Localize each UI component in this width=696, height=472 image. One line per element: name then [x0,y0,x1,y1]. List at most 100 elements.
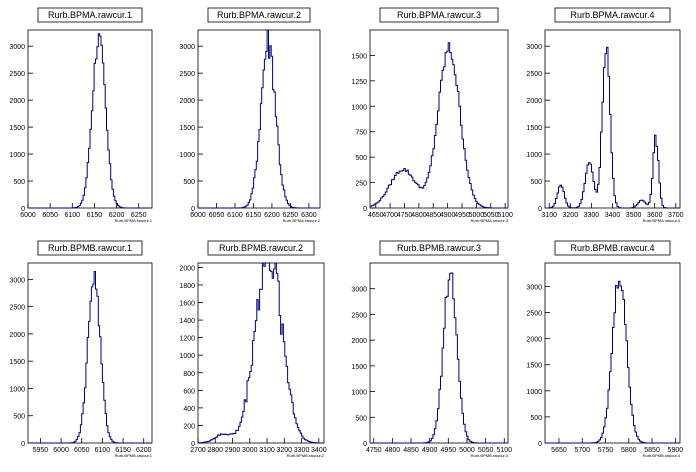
x-tick-label: 5750 [598,447,614,454]
y-tick-label: 1000 [9,386,25,393]
x-tick-label: 6150 [115,447,131,454]
x-axis-title: Rurb.BPMA.rawcur.2 [283,218,321,223]
histogram-panel: Rurb.BPMB.rawcur.3 0 500 1000 1500 2000 2500 30… [351,240,512,458]
y-tick-label: 500 [355,155,367,162]
x-tick-label: 4700 [382,212,398,219]
histogram-line [28,33,152,209]
x-tick-label: 5100 [497,212,513,219]
y-tick-label: 1000 [351,104,367,111]
x-tick-label: 4750 [397,212,413,219]
panel-title: Rurb.BPMB.rawcur.4 [570,243,654,253]
histogram-line [370,272,508,444]
plot-frame [27,262,153,444]
histogram-panel: Rurb.BPMB.rawcur.2 0 200 400 600 800 1000 1200 1… [179,240,327,458]
x-tick-label: 2700 [190,447,206,454]
plot-frame [197,29,321,209]
x-tick-label: 5000 [469,212,485,219]
x-tick-label: 3400 [605,212,621,219]
x-axis-title: Rurb.BPMA.rawcur.3 [471,218,509,223]
y-tick-label: 0 [21,441,25,448]
x-tick-label: 6050 [209,212,225,219]
x-tick-label: 5850 [644,447,660,454]
x-tick-label: 6200 [109,212,125,219]
y-tick-label: 3000 [9,277,25,284]
y-tick-label: 2500 [526,311,542,318]
histogram-line [198,29,320,209]
y-tick-label: 3000 [526,284,542,291]
x-tick-label: 6000 [190,212,206,219]
x-tick-label: 6150 [246,212,262,219]
x-tick-label: 4950 [454,212,470,219]
x-tick-label: 6000 [53,447,69,454]
x-tick-label: 4900 [422,447,438,454]
y-tick-label: 0 [538,206,542,213]
panel-title-box [379,7,499,23]
y-tick-label: 1500 [526,125,542,132]
x-tick-label: 3500 [626,212,642,219]
y-tick-label: 1500 [9,125,25,132]
y-tick-label: 1000 [526,389,542,396]
panel-title: Rurb.BPMA.rawcur.4 [570,10,654,20]
x-axis-title: Rurb.BPMB.rawcur.3 [471,453,509,458]
y-tick-label: 2000 [9,332,25,339]
x-tick-label: 6200 [136,447,152,454]
y-tick-label: 3000 [526,44,542,51]
x-tick-label: 3400 [311,447,327,454]
y-tick-label: 0 [538,441,542,448]
y-tick-label: 0 [191,206,195,213]
x-axis-title: Rurb.BPMA.rawcur.4 [643,218,681,223]
y-tick-label: 0 [191,441,195,448]
histogram-panel: Rurb.BPMA.rawcur.4 0 500 1000 1500 2000 2500 30… [526,7,684,223]
x-tick-label: 6100 [64,212,80,219]
y-tick-label: 2500 [351,312,367,319]
x-tick-label: 4900 [440,212,456,219]
x-tick-label: 3100 [259,447,275,454]
y-tick-label: 1000 [351,390,367,397]
y-tick-label: 3000 [351,287,367,294]
histogram-panel: Rurb.BPMA.rawcur.1 0 500 1000 1500 2000 2500 30… [9,7,153,223]
x-tick-label: 4750 [366,447,382,454]
x-tick-label: 3100 [541,212,557,219]
y-tick-label: 0 [363,441,367,448]
x-axis-title: Rurb.BPMB.rawcur.1 [115,453,153,458]
histogram-line [545,280,680,444]
x-tick-label: 6100 [95,447,111,454]
y-tick-label: 0 [363,206,367,213]
x-tick-label: 2800 [207,447,223,454]
panel-title-box [37,240,143,256]
panel-title: Rurb.BPMB.rawcur.3 [397,243,481,253]
y-tick-label: 2000 [526,337,542,344]
y-tick-label: 1500 [351,53,367,60]
histogram-panel: Rurb.BPMA.rawcur.2 0 500 1000 1500 2000 2500 30… [179,7,321,223]
x-tick-label: 3000 [242,447,258,454]
histogram-line [198,262,324,444]
panel-title: Rurb.BPMB.rawcur.1 [48,243,132,253]
x-tick-label: 6250 [131,212,147,219]
x-tick-label: 5050 [483,212,499,219]
y-tick-label: 750 [355,130,367,137]
x-tick-label: 4950 [441,447,457,454]
y-tick-label: 1000 [179,353,195,360]
y-tick-label: 800 [183,371,195,378]
x-axis-title: Rurb.BPMB.rawcur.4 [643,453,681,458]
x-tick-label: 6150 [87,212,103,219]
y-tick-label: 1500 [526,363,542,370]
y-tick-label: 2500 [179,71,195,78]
x-tick-label: 3300 [294,447,310,454]
panel-title-box [554,240,671,256]
y-tick-label: 1800 [179,283,195,290]
plot-frame [544,262,681,444]
panel-title-box [37,7,143,23]
y-tick-label: 1400 [179,318,195,325]
panel-title-box [554,7,671,23]
plot-frame [544,29,681,209]
x-tick-label: 4650 [368,212,384,219]
x-tick-label: 5000 [459,447,475,454]
x-tick-label: 4800 [411,212,427,219]
x-tick-label: 6000 [20,212,36,219]
y-tick-label: 500 [183,179,195,186]
y-tick-label: 1250 [351,79,367,86]
panel-title: Rurb.BPMB.rawcur.2 [219,243,303,253]
y-tick-label: 1000 [526,152,542,159]
y-tick-label: 1500 [9,359,25,366]
